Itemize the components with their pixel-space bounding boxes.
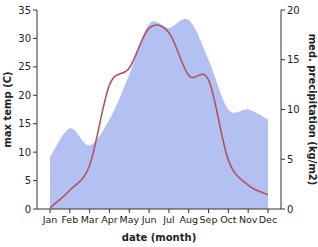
- x-tick-label: Aug: [179, 214, 198, 225]
- y-tick-label: 15: [18, 118, 31, 129]
- y2-tick: [281, 10, 285, 11]
- precipitation-area: [50, 19, 268, 209]
- chart: 0 5 10 15 20 25 30 35 0 5 10 15 20 JanFebMarAprMayJun…: [0, 0, 318, 247]
- y-axis-line: [37, 10, 38, 209]
- y-tick: [33, 66, 37, 67]
- y2-tick-label: 5: [287, 154, 293, 165]
- x-tick-label: Jan: [42, 214, 58, 225]
- temperature-line: [50, 25, 268, 208]
- y-tick-label: 5: [25, 175, 31, 186]
- x-tick: [228, 209, 229, 213]
- x-tick: [109, 209, 110, 213]
- y2-tick-label: 15: [287, 54, 300, 65]
- x-tick-label: Feb: [61, 214, 78, 225]
- y-tick: [33, 10, 37, 11]
- y-tick-label: 30: [18, 33, 31, 44]
- y-tick: [33, 180, 37, 181]
- x-tick-label: May: [119, 214, 139, 225]
- y2-tick: [281, 109, 285, 110]
- x-tick: [208, 209, 209, 213]
- x-tick: [69, 209, 70, 213]
- x-tick: [168, 209, 169, 213]
- y-tick: [33, 209, 37, 210]
- y-tick: [33, 152, 37, 153]
- y2-tick-label: 10: [287, 104, 300, 115]
- y-tick-label: 10: [18, 147, 31, 158]
- x-tick-label: Nov: [239, 214, 258, 225]
- y-tick-label: 20: [18, 90, 31, 101]
- x-tick-label: Mar: [81, 214, 99, 225]
- y-tick-label: 35: [18, 5, 31, 16]
- x-tick: [50, 209, 51, 213]
- x-tick-label: Oct: [220, 214, 237, 225]
- y2-axis-label: med. precipitation (kg/m2): [307, 34, 318, 186]
- x-tick-label: Jun: [141, 214, 157, 225]
- plot-marks: [50, 19, 268, 209]
- y2-tick-label: 20: [287, 5, 300, 16]
- y-tick: [33, 95, 37, 96]
- x-tick: [89, 209, 90, 213]
- x-tick-label: Jul: [162, 214, 174, 225]
- x-tick-label: Apr: [101, 214, 118, 225]
- y-tick-label: 25: [18, 61, 31, 72]
- y-axis-label: max temp (C): [2, 71, 13, 147]
- x-tick: [149, 209, 150, 213]
- y-tick: [33, 38, 37, 39]
- y2-tick-label: 0: [287, 204, 293, 215]
- y2-tick: [281, 59, 285, 60]
- y2-tick: [281, 159, 285, 160]
- x-tick: [268, 209, 269, 213]
- y-tick-label: 0: [25, 204, 31, 215]
- x-tick-label: Sep: [200, 214, 218, 225]
- x-tick: [248, 209, 249, 213]
- x-tick: [188, 209, 189, 213]
- x-tick-label: Dec: [259, 214, 277, 225]
- x-tick: [129, 209, 130, 213]
- x-axis-line: [37, 209, 281, 210]
- y2-tick: [281, 209, 285, 210]
- x-axis-label: date (month): [122, 232, 196, 243]
- y-tick: [33, 123, 37, 124]
